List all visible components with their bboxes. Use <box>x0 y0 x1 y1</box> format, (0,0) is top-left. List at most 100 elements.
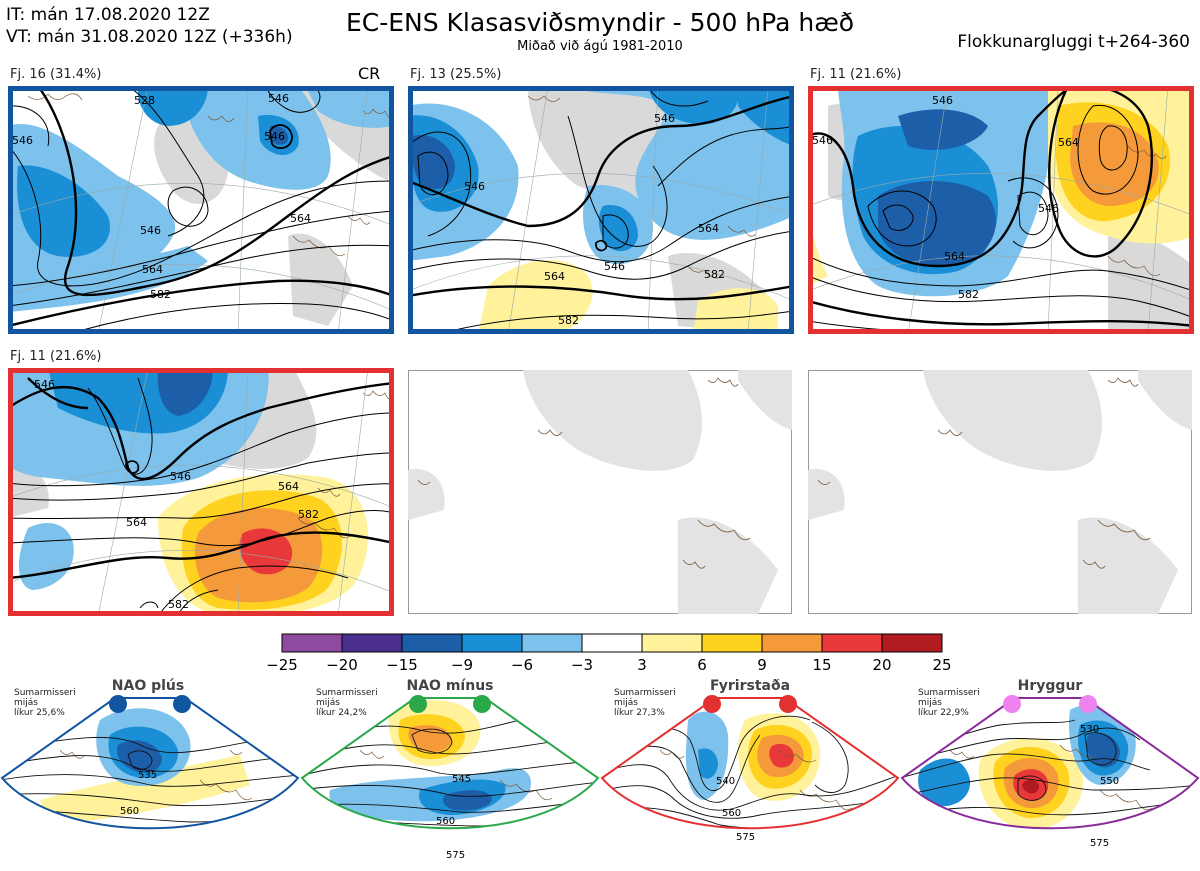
contour-label: 582 <box>150 288 171 301</box>
regime-2-note: Sumarmisseri mijás líkur 24,2% <box>316 688 378 718</box>
contour-label: 582 <box>168 598 189 611</box>
contour-label: 546 <box>812 134 833 147</box>
colorbar-tick-label: −6 <box>510 656 534 674</box>
contour-label: 564 <box>290 212 311 225</box>
cluster-frame <box>8 86 394 334</box>
contour-label: 546 <box>654 112 675 125</box>
colorbar-swatch <box>581 633 643 653</box>
colorbar-swatch <box>761 633 823 653</box>
contour-label: 564 <box>544 270 565 283</box>
regime-frame <box>600 697 900 830</box>
regime-frame <box>900 697 1200 830</box>
colorbar-tick-label: −20 <box>326 656 358 674</box>
colorbar-tick-label: −15 <box>386 656 418 674</box>
regime-1-note: Sumarmisseri mijás líkur 25,6% <box>14 688 76 718</box>
colorbar-tick-label: 15 <box>812 656 832 674</box>
contour-label: 560 <box>120 806 139 817</box>
colorbar-tick-label: −3 <box>570 656 594 674</box>
panel-1-label: Fj. 16 (31.4%) <box>10 67 102 82</box>
contour-label: 575 <box>1090 838 1109 849</box>
contour-label: 564 <box>126 516 147 529</box>
contour-label: 575 <box>736 832 755 843</box>
panel-3-label: Fj. 11 (21.6%) <box>810 67 902 82</box>
empty-map-6 <box>808 370 1192 614</box>
cluster-map-1: 528 546 546 546 546 564 564 582 <box>8 86 394 334</box>
colorbar-swatch <box>281 633 343 653</box>
contour-label: 582 <box>298 508 319 521</box>
regime-marker <box>473 695 491 713</box>
contour-label: 546 <box>12 134 33 147</box>
contour-label: 546 <box>264 130 285 143</box>
colorbar-tick-label: 9 <box>757 656 767 674</box>
contour-label: 546 <box>932 94 953 107</box>
colorbar-swatch <box>881 633 943 653</box>
colorbar-swatch <box>641 633 703 653</box>
contour-label: 546 <box>170 470 191 483</box>
regime-2-title: NAO mínus <box>406 678 494 694</box>
contour-label: 546 <box>140 224 161 237</box>
initial-time: IT: mán 17.08.2020 12Z <box>6 5 210 25</box>
regime-map-nao-plus: 535 560 <box>0 695 300 830</box>
contour-label: 528 <box>134 94 155 107</box>
cluster-map-2: 546 546 564 546 564 582 582 <box>408 86 794 334</box>
cluster-frame <box>408 86 794 334</box>
header-info: IT: mán 17.08.2020 12Z VT: mán 31.08.202… <box>6 4 293 48</box>
regime-marker <box>109 695 127 713</box>
contour-label: 540 <box>716 776 735 787</box>
regime-1-title: NAO plús <box>111 678 185 694</box>
regime-marker <box>703 695 721 713</box>
empty-map-5 <box>408 370 792 614</box>
regime-map-blocking: 540 560 575 <box>600 695 900 843</box>
colorbar-swatch <box>701 633 763 653</box>
colorbar-tick-label: 6 <box>697 656 707 674</box>
regime-marker <box>173 695 191 713</box>
colorbar-swatch <box>521 633 583 653</box>
contour-label: 564 <box>278 480 299 493</box>
cluster-map-3: 546 546 564 564 546 582 <box>808 86 1194 334</box>
colorbar-swatch <box>341 633 403 653</box>
regime-3-title: Fyrirstaða <box>709 678 791 694</box>
valid-time: VT: mán 31.08.2020 12Z (+336h) <box>6 27 293 47</box>
colorbar-swatch <box>401 633 463 653</box>
cluster-frame <box>808 86 1194 334</box>
cluster-map-4: 546 546 564 564 582 582 <box>8 368 394 616</box>
contour-label: 560 <box>722 808 741 819</box>
colorbar-swatch <box>821 633 883 653</box>
contour-label: 546 <box>34 378 55 391</box>
panel-2-label: Fj. 13 (25.5%) <box>410 67 502 82</box>
panel-1-tag: CR <box>358 64 381 83</box>
contour-label: 546 <box>268 92 289 105</box>
contour-label: 535 <box>138 770 157 781</box>
regime-frame <box>300 697 600 830</box>
colorbar <box>280 632 944 658</box>
contour-label: 582 <box>558 314 579 327</box>
colorbar-tick-label: 25 <box>932 656 952 674</box>
contour-label: 546 <box>1038 202 1059 215</box>
contour-label: 550 <box>1100 776 1119 787</box>
regime-marker <box>409 695 427 713</box>
regime-frame <box>0 697 300 830</box>
regime-marker <box>1003 695 1021 713</box>
regime-map-ridge: 530 550 575 <box>900 695 1200 849</box>
contour-label: 530 <box>1080 724 1099 735</box>
contour-label: 582 <box>704 268 725 281</box>
regime-marker <box>779 695 797 713</box>
contour-label: 546 <box>604 260 625 273</box>
contour-label: 546 <box>464 180 485 193</box>
contour-label: 545 <box>452 774 471 785</box>
colorbar-tick-label: 20 <box>872 656 892 674</box>
regime-marker <box>1079 695 1097 713</box>
contour-label: 564 <box>698 222 719 235</box>
page-subtitle: Miðað við ágú 1981-2010 <box>517 39 683 54</box>
regime-map-nao-minus: 545 560 575 <box>300 695 600 861</box>
contour-label: 564 <box>944 250 965 263</box>
contour-label: 564 <box>142 263 163 276</box>
classification-window: Flokkunargluggi t+264-360 <box>957 32 1190 52</box>
regime-4-note: Sumarmisseri mijás líkur 22,9% <box>918 688 980 718</box>
colorbar-swatch <box>461 633 523 653</box>
colorbar-tick-label: 3 <box>637 656 647 674</box>
contour-label: 560 <box>436 816 455 827</box>
regime-3-note: Sumarmisseri mijás líkur 27,3% <box>614 688 676 718</box>
panel-4-label: Fj. 11 (21.6%) <box>10 349 102 364</box>
colorbar-tick-label: −9 <box>450 656 474 674</box>
